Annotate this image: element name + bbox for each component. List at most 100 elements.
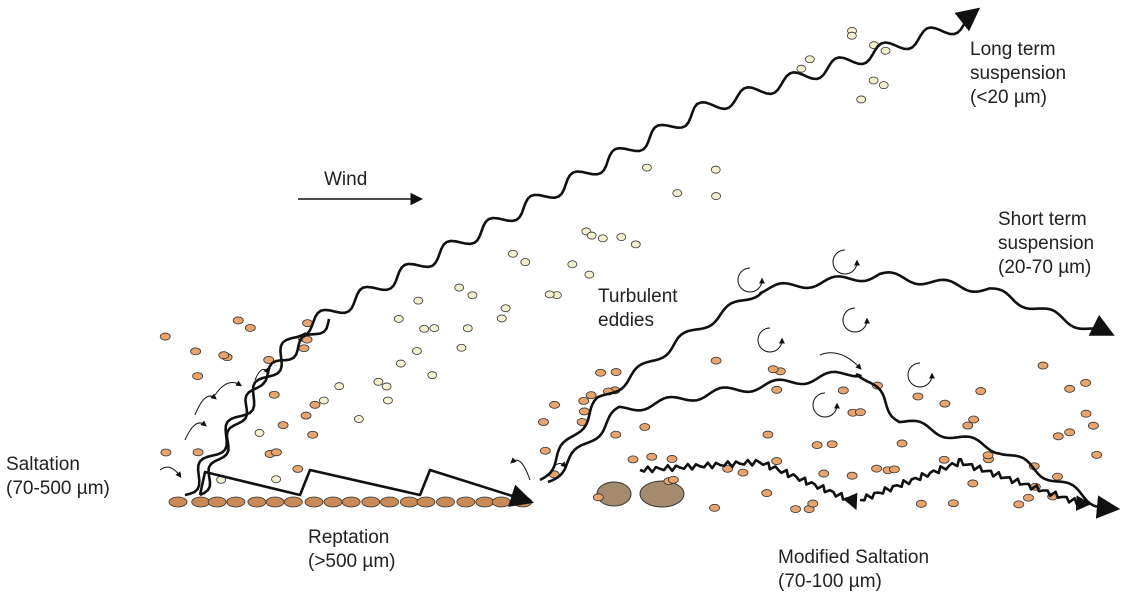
sand-grain [299,345,309,352]
label-line: (70-100 µm) [778,571,882,592]
grain [381,497,399,507]
fine-particle [712,193,721,200]
eddy [843,308,867,332]
fine-particle [468,292,477,299]
reptation-label: Reptation (>500 µm) [308,527,396,572]
sand-grain [968,480,978,487]
fine-particle [508,250,517,257]
sand-grain [579,397,589,404]
fine-particle [430,325,439,332]
fine-particle [857,96,866,103]
eddy [908,363,932,387]
sand-grain [219,352,229,359]
sand-grain [1053,433,1063,440]
fine-particle [501,305,510,312]
hop-arrow [215,383,240,395]
sand-grain [916,500,926,507]
sand-grain [611,369,621,376]
eddy [738,268,762,292]
grain [476,497,494,507]
sand-grain [667,455,677,462]
sand-grain [847,472,857,479]
fine-particle [545,291,554,298]
sand-grain [738,469,748,476]
fine-particle [585,271,594,278]
rock [597,482,631,506]
long-term-label: Long term suspension (<20 µm) [970,39,1071,108]
fine-particle [805,56,814,63]
fine-particle [319,397,328,404]
short-term-path-2 [548,372,1111,508]
grain [192,497,210,507]
grain [324,497,342,507]
sand-grain [808,500,818,507]
fine-particle [879,82,888,89]
sand-grain [762,490,772,497]
sand-grain [579,408,589,415]
sand-grain [1092,451,1102,458]
sand-grain [963,422,973,429]
sand-grain [301,412,311,419]
fine-particle [414,297,423,304]
saltation-label: Saltation (70-500 µm) [6,454,110,499]
sand-grain [593,494,603,501]
sand-grain [772,386,782,393]
sand-grain [976,388,986,395]
diagram: Wind Long term suspension (<20 µm) Short… [0,0,1134,600]
sand-grain [763,431,773,438]
sand-grain [889,466,899,473]
sand-grain [540,447,550,454]
sand-grain [640,424,650,431]
grain [457,497,475,507]
sand-grain [948,500,958,507]
hop-arrow [160,467,180,476]
reptation-path [200,470,525,500]
sand-grain [768,366,778,373]
turbulent-label: Turbulent eddies [598,286,683,331]
label-line: Long term [970,39,1056,60]
sand-grain [1065,385,1075,392]
grain [362,497,380,507]
fine-particle [412,348,421,355]
sand-grain [1081,410,1091,417]
sand-grain [1052,473,1062,480]
label-line: suspension [970,63,1066,84]
sand-grain [969,416,979,423]
fine-particle [394,315,403,322]
sand-grain [293,465,303,472]
sand-grain [1038,362,1048,369]
sand-grain [193,373,203,380]
sand-grain [1023,494,1033,501]
sand-grain [191,348,201,355]
grain [417,497,435,507]
short-term-label: Short term suspension (20-70 µm) [998,209,1099,278]
fine-particle [428,372,437,379]
saltation-path [200,319,329,495]
fine-particle [869,77,878,84]
fine-particle [673,190,682,197]
sand-grain [711,357,721,364]
grain [305,497,323,507]
grain [266,497,284,507]
grain [492,497,510,507]
sand-grain [1088,422,1098,429]
sand-grain [611,431,621,438]
fine-particle [383,397,392,404]
sand-grain [160,333,170,340]
sand-grain [586,392,596,399]
hop-arrow [185,423,205,440]
sand-grain [827,441,837,448]
fine-particle [521,259,530,266]
sand-grain [872,465,882,472]
wind-label: Wind [324,169,367,190]
sand-grain [939,456,949,463]
sand-grain [271,449,281,456]
sand-grain [310,401,320,408]
sand-grain [161,449,171,456]
hop-arrow [512,460,530,480]
sand-grain [983,452,993,459]
hop-arrow [195,396,215,415]
fine-particle [847,32,856,39]
sand-grain [1065,429,1075,436]
grain [169,497,187,507]
